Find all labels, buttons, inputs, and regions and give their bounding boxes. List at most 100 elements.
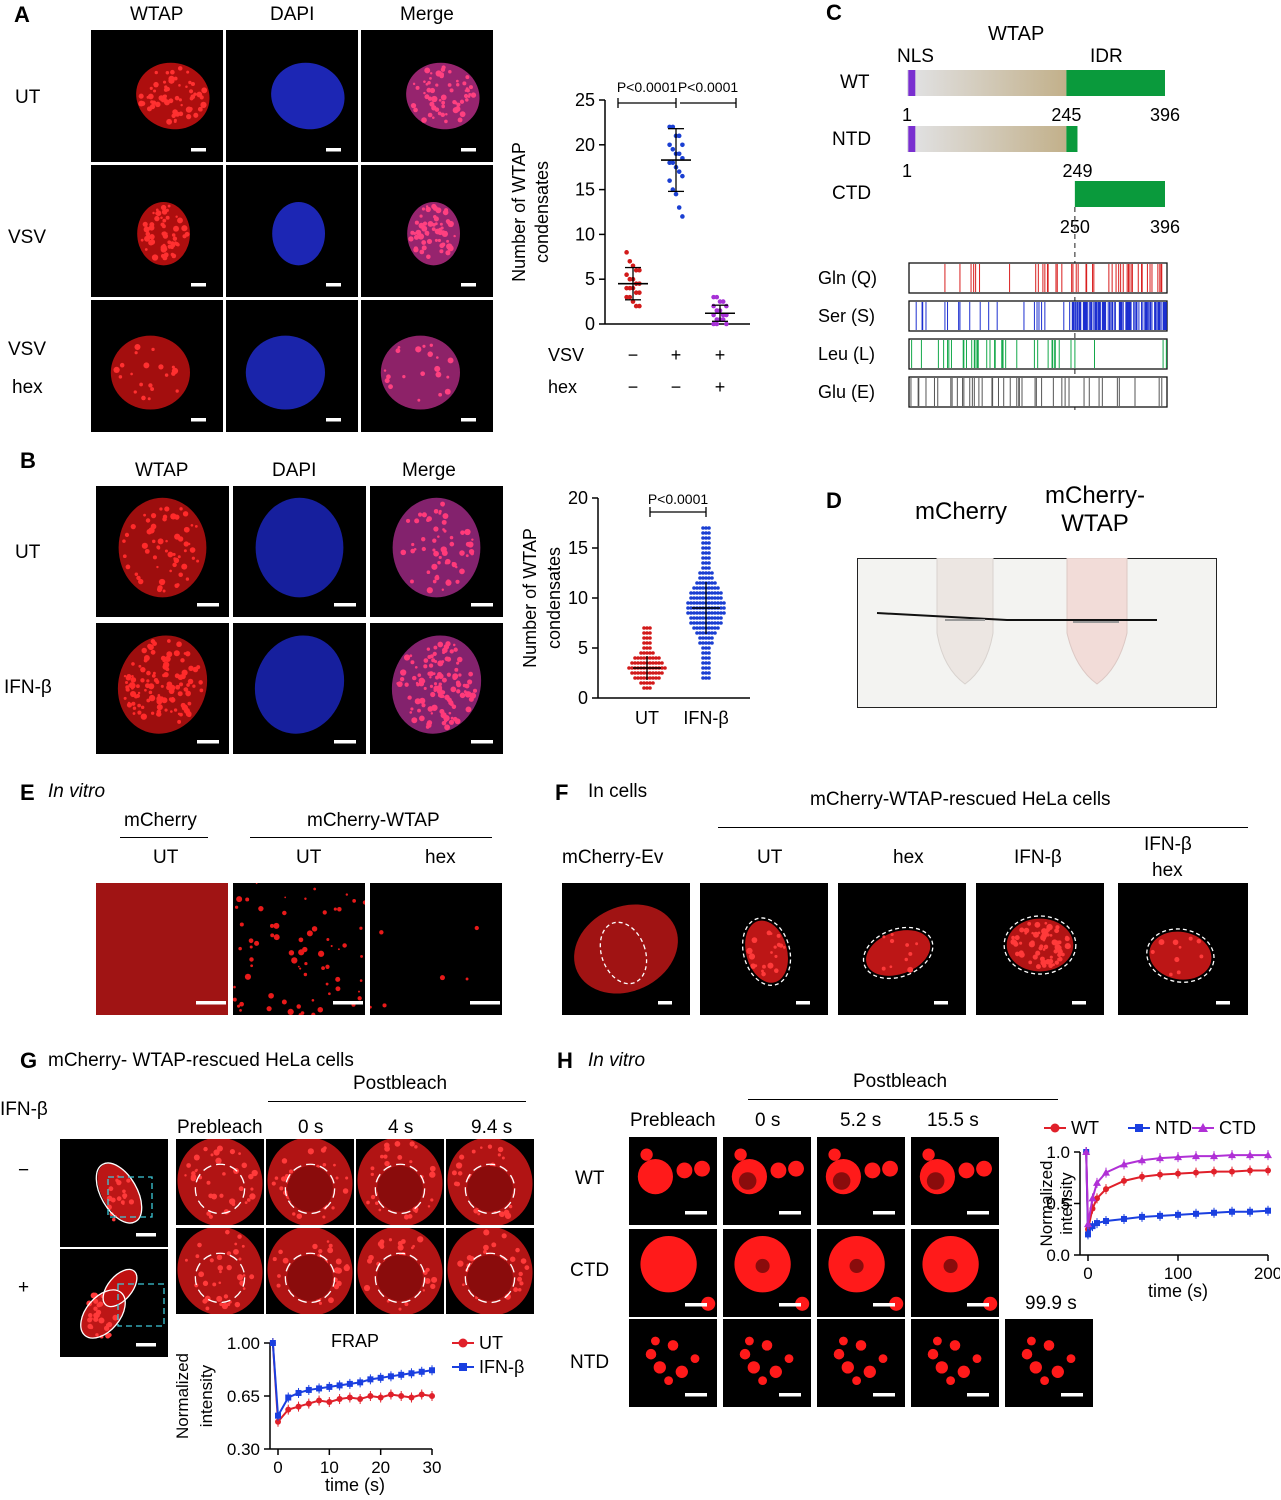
- condensate: [456, 1163, 461, 1167]
- condensate: [378, 1208, 382, 1212]
- legend-marker: [1198, 1123, 1208, 1132]
- condensate: [93, 1316, 99, 1322]
- data-point: [645, 636, 649, 640]
- data-point: [639, 676, 643, 680]
- wt-ntd-region: [907, 70, 1067, 96]
- panel-g-post-line: [268, 1101, 526, 1102]
- data-point: [704, 661, 708, 665]
- droplet: [645, 1348, 657, 1360]
- data-point: [651, 651, 655, 655]
- data-point: [1156, 1154, 1164, 1162]
- data-point: [713, 616, 717, 620]
- droplet: [287, 1008, 294, 1015]
- data-point: [701, 571, 705, 575]
- condensate: [426, 647, 431, 651]
- panel-e-micrographs: [96, 883, 502, 1015]
- data-point: [719, 591, 723, 595]
- panel-d-label-mcherry-wtap: mCherry- WTAP: [1042, 482, 1148, 538]
- condensate: [471, 538, 474, 541]
- droplet: [933, 1336, 942, 1346]
- data-point: [1093, 1178, 1101, 1186]
- scale-bar: [196, 1001, 226, 1005]
- data-point: [707, 596, 711, 600]
- condensate: [151, 674, 156, 678]
- condensate: [459, 1154, 465, 1160]
- data-point: [627, 294, 633, 300]
- condensate: [112, 1314, 119, 1321]
- scale-bar: [1061, 1393, 1083, 1397]
- condensate: [162, 673, 166, 678]
- panel-e-letter: E: [20, 780, 35, 805]
- droplet: [311, 999, 315, 1002]
- droplet: [233, 985, 236, 989]
- droplet: [248, 938, 254, 944]
- condensate: [773, 945, 777, 949]
- data-point: [713, 631, 717, 635]
- data-point: [637, 267, 642, 273]
- data-point: [686, 601, 690, 605]
- condensate: [449, 535, 454, 540]
- condensate: [244, 1201, 248, 1205]
- condensate: [421, 546, 426, 552]
- condensate: [410, 102, 417, 109]
- droplet: [1027, 1336, 1036, 1346]
- condensate: [169, 697, 176, 703]
- condensate: [414, 1209, 418, 1213]
- data-point: [1175, 1211, 1181, 1218]
- condensate: [123, 696, 127, 700]
- condensate: [1169, 972, 1173, 977]
- wt-end-label: 396: [1150, 105, 1180, 125]
- droplet: [239, 1001, 244, 1007]
- panel-a-col-dapi: DAPI: [270, 4, 315, 25]
- condensate: [296, 1213, 303, 1219]
- bleach-roi: [194, 1252, 246, 1304]
- condensate: [456, 83, 460, 87]
- condensate: [451, 704, 457, 709]
- data-point: [698, 586, 702, 590]
- data-point: [642, 671, 646, 675]
- y-tick-label: 20: [568, 488, 588, 508]
- condensate: [426, 587, 433, 594]
- condensate: [327, 1247, 334, 1254]
- droplet: [236, 896, 243, 903]
- condensate: [395, 348, 401, 354]
- condensate: [435, 83, 439, 87]
- panel-a-tile-r0-c1: [226, 30, 358, 162]
- residue-track-label: Leu (L): [818, 344, 875, 364]
- x-tick-label: 10: [320, 1458, 339, 1477]
- droplet: [322, 910, 327, 915]
- data-point: [648, 676, 652, 680]
- data-point: [367, 1376, 374, 1383]
- data-point: [295, 1403, 302, 1410]
- condensate: [428, 671, 434, 677]
- x-tick-label: 30: [423, 1458, 442, 1477]
- data-point: [651, 661, 655, 665]
- condensate: [424, 67, 431, 74]
- condensate: [517, 1276, 523, 1282]
- droplet: [758, 1376, 767, 1385]
- data-point: [367, 1393, 374, 1399]
- data-point: [710, 611, 714, 615]
- condensate: [423, 658, 429, 663]
- condensate: [407, 1214, 413, 1219]
- data-point: [713, 586, 717, 590]
- droplet: [237, 1004, 241, 1008]
- data-point: [710, 631, 714, 635]
- data-point: [698, 596, 702, 600]
- legend-label: WT: [1071, 1118, 1099, 1138]
- data-point: [651, 671, 655, 675]
- data-point: [642, 626, 646, 630]
- condensate: [442, 230, 445, 234]
- condensate: [442, 513, 449, 520]
- condensate: [162, 514, 168, 520]
- condensate: [150, 649, 156, 655]
- condensate: [185, 651, 191, 657]
- data-point: [1265, 1167, 1271, 1174]
- condensate: [169, 569, 172, 573]
- condensate: [422, 221, 428, 226]
- bleach-spot: [467, 1166, 513, 1212]
- data-point: [1084, 1220, 1092, 1228]
- scale-bar: [326, 148, 341, 152]
- scale-bar: [873, 1393, 895, 1397]
- condensate: [433, 645, 438, 650]
